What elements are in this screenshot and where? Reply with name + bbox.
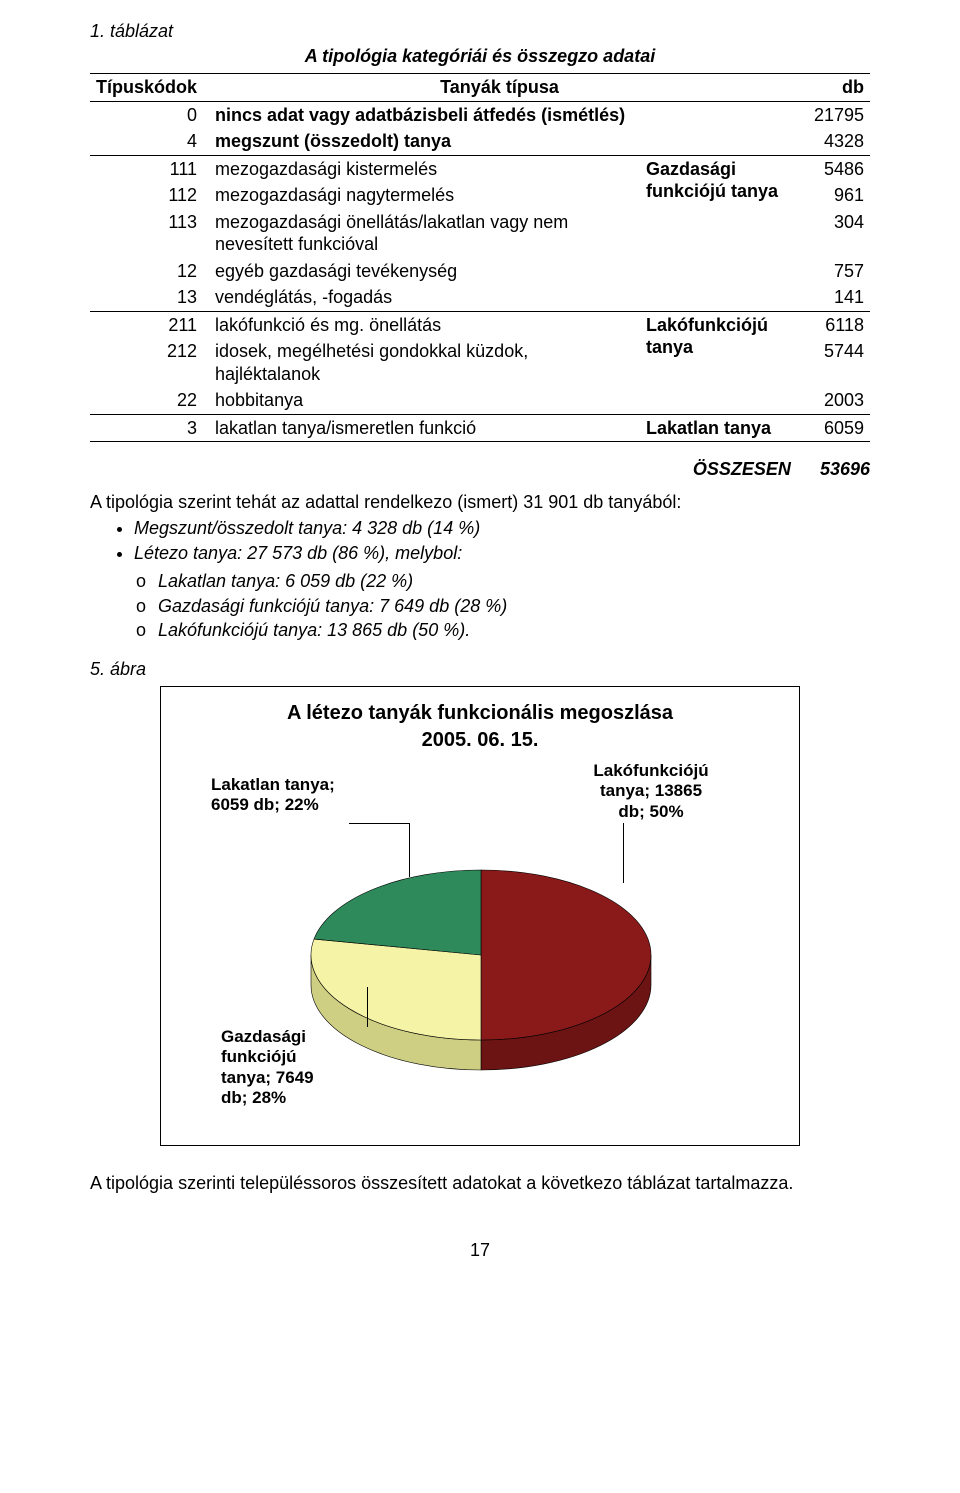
table-cell: 2003 (790, 387, 870, 414)
table-caption-num: 1. táblázat (90, 20, 870, 43)
list-item: Lakófunkciójú tanya: 13 865 db (50 %). (136, 619, 870, 642)
chart-label-lakatlan: Lakatlan tanya;6059 db; 22% (211, 775, 361, 816)
total-label: ÖSSZESEN (693, 459, 791, 479)
table-cell: 0 (90, 101, 209, 128)
table-cell: mezogazdasági nagytermelés (209, 182, 640, 209)
table-cell: 6118 (790, 311, 870, 338)
list-item: Gazdasági funkciójú tanya: 7 649 db (28 … (136, 595, 870, 618)
sub-bullet-list: Lakatlan tanya: 6 059 db (22 %) Gazdaság… (90, 570, 870, 642)
table-cell: 112 (90, 182, 209, 209)
chart-label-gazdasagi: Gazdaságifunkciójútanya; 7649db; 28% (221, 1027, 351, 1109)
table-caption-title: A tipológia kategóriái és összegzo adata… (90, 45, 870, 68)
table-cell: 3 (90, 414, 209, 442)
table-cell: 961 (790, 182, 870, 209)
table-cell: 304 (790, 209, 870, 258)
chart-label-lakofunkcioju: Lakófunkciójútanya; 13865db; 50% (571, 761, 731, 822)
figure-caption: 5. ábra (90, 658, 870, 681)
table-cell: 212 (90, 338, 209, 387)
table-cell: 13 (90, 284, 209, 311)
closing-para: A tipológia szerinti településsoros össz… (90, 1172, 870, 1195)
pie-chart-frame: A létezo tanyák funkcionális megoszlása … (160, 686, 800, 1146)
table-cell: nincs adat vagy adatbázisbeli átfedés (i… (209, 101, 790, 128)
table-cell: 4 (90, 128, 209, 155)
table-cell: 211 (90, 311, 209, 338)
table-cell: 4328 (790, 128, 870, 155)
table-cell: 12 (90, 258, 209, 285)
table-cell: mezogazdasági kistermelés (209, 155, 640, 182)
th-code: Típuskódok (90, 74, 209, 102)
typology-table: Típuskódok Tanyák típusa db 0nincs adat … (90, 73, 870, 442)
chart-title: A létezo tanyák funkcionális megoszlása (171, 701, 789, 726)
chart-subtitle: 2005. 06. 15. (171, 728, 789, 753)
table-cell: lakatlan tanya/ismeretlen funkció (209, 414, 640, 442)
list-item: Létezo tanya: 27 573 db (86 %), melybol: (134, 542, 870, 565)
table-cell: 5744 (790, 338, 870, 387)
leader-line (349, 823, 409, 824)
table-total-row: ÖSSZESEN 53696 (90, 456, 870, 481)
list-item: Megszunt/összedolt tanya: 4 328 db (14 %… (134, 517, 870, 540)
th-type: Tanyák típusa (209, 74, 790, 102)
pie-wrap: Lakatlan tanya;6059 db; 22% Lakófunkciój… (171, 765, 789, 1125)
table-cell: Gazdasági funkciójú tanya (640, 155, 790, 311)
page-number: 17 (90, 1239, 870, 1262)
intro-para: A tipológia szerint tehát az adattal ren… (90, 491, 870, 514)
table-cell: egyéb gazdasági tevékenység (209, 258, 640, 285)
total-value: 53696 (796, 459, 870, 479)
table-cell: mezogazdasági önellátás/lakatlan vagy ne… (209, 209, 640, 258)
leader-line (409, 823, 410, 877)
table-cell: lakófunkció és mg. önellátás (209, 311, 640, 338)
table-cell: Lakófunkciójútanya (640, 311, 790, 414)
table-cell: 757 (790, 258, 870, 285)
table-cell: 111 (90, 155, 209, 182)
table-cell: 21795 (790, 101, 870, 128)
table-cell: 113 (90, 209, 209, 258)
table-cell: idosek, megélhetési gondokkal küzdok, ha… (209, 338, 640, 387)
table-cell: Lakatlan tanya (640, 414, 790, 442)
list-item: Lakatlan tanya: 6 059 db (22 %) (136, 570, 870, 593)
leader-line (367, 987, 368, 1027)
leader-line (623, 823, 624, 883)
th-db: db (790, 74, 870, 102)
table-cell: megszunt (összedolt) tanya (209, 128, 790, 155)
table-cell: 141 (790, 284, 870, 311)
bullet-list: Megszunt/összedolt tanya: 4 328 db (14 %… (90, 517, 870, 564)
table-cell: vendéglátás, -fogadás (209, 284, 640, 311)
table-cell: hobbitanya (209, 387, 640, 414)
table-cell: 22 (90, 387, 209, 414)
table-cell: 5486 (790, 155, 870, 182)
table-cell: 6059 (790, 414, 870, 442)
